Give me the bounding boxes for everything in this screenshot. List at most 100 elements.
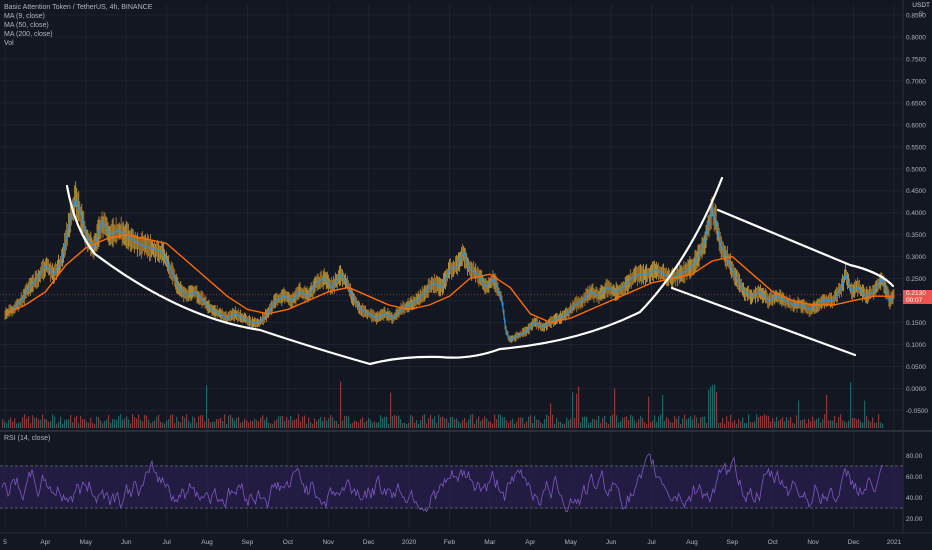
y-tick-label: 0.3500	[906, 232, 926, 239]
rsi-tick-label: 60.00	[906, 474, 923, 481]
volume-bar	[140, 420, 142, 428]
trend-drawing-left	[65, 184, 502, 366]
volume-bar	[852, 418, 854, 428]
volume-bar	[332, 417, 334, 428]
volume-bar	[656, 421, 658, 428]
volume-bar	[652, 420, 654, 428]
currency-label[interactable]: USDT	[912, 2, 930, 9]
volume-bar	[832, 420, 834, 428]
volume-bar	[660, 414, 662, 428]
volume-bar	[736, 423, 738, 428]
volume-bar	[738, 418, 740, 428]
volume-bar	[510, 420, 512, 428]
volume-bar	[100, 420, 102, 428]
volume-bar	[414, 422, 416, 428]
volume-bar	[554, 423, 556, 428]
volume-bar	[520, 417, 522, 428]
volume-bar	[252, 420, 254, 428]
volume-bar	[720, 422, 722, 428]
volume-bar	[868, 420, 870, 428]
volume-bar	[444, 418, 446, 428]
volume-bar	[382, 418, 384, 428]
volume-bar	[734, 420, 736, 428]
volume-bar	[418, 423, 420, 428]
volume-bar	[604, 415, 606, 428]
volume-bar	[654, 415, 656, 428]
volume-bar	[206, 385, 208, 428]
volume-bar	[330, 415, 332, 428]
volume-bar	[454, 418, 456, 428]
volume-bar	[392, 416, 394, 428]
volume-bar	[310, 422, 312, 428]
volume-bar	[20, 422, 22, 428]
volume-bar	[246, 420, 248, 428]
volume-bar	[722, 417, 724, 428]
volume-bar	[424, 414, 426, 428]
volume-bar	[862, 422, 864, 428]
ma50-line	[4, 233, 894, 324]
volume-bar	[250, 420, 252, 428]
volume-bar	[394, 414, 396, 428]
volume-bar	[498, 414, 500, 428]
x-tick-label: Jul	[647, 539, 656, 546]
volume-bar	[322, 420, 324, 428]
volume-bar	[666, 417, 668, 428]
volume-bar	[124, 418, 126, 428]
volume-bar	[408, 422, 410, 428]
volume-bar	[744, 422, 746, 428]
volume-bar	[192, 416, 194, 428]
volume-bar	[70, 415, 72, 428]
volume-bar	[96, 416, 98, 428]
volume-bar	[698, 423, 700, 428]
volume-bar	[22, 417, 24, 428]
volume-bar	[704, 416, 706, 428]
volume-bar	[346, 415, 348, 428]
volume-bar	[262, 415, 264, 428]
volume-bar	[162, 422, 164, 428]
volume-bar	[792, 422, 794, 428]
volume-bar	[770, 421, 772, 428]
volume-bar	[842, 420, 844, 428]
volume-bar	[586, 416, 588, 428]
volume-bar	[806, 423, 808, 428]
volume-bar	[374, 421, 376, 428]
volume-bar	[814, 420, 816, 428]
volume-bar	[420, 420, 422, 428]
volume-bar	[98, 416, 100, 428]
volume-bar	[776, 416, 778, 428]
volume-bar	[128, 419, 130, 428]
volume-bar	[638, 419, 640, 428]
x-tick-label: 5	[3, 539, 7, 546]
volume-bar	[86, 421, 88, 428]
volume-bar	[366, 420, 368, 428]
settings-icon[interactable]: ⚙	[917, 11, 924, 18]
volume-bar	[624, 417, 626, 428]
volume-bar	[258, 421, 260, 428]
x-tick-label: Oct	[283, 539, 293, 546]
volume-bar	[756, 414, 758, 428]
volume-bar	[14, 418, 16, 428]
trend-drawing-lower	[670, 286, 857, 357]
volume-bar	[110, 422, 112, 428]
volume-bar	[324, 416, 326, 428]
volume-bar	[442, 416, 444, 428]
volume-bar	[406, 423, 408, 428]
x-tick-label: Sep	[242, 539, 254, 546]
volume-bar	[706, 422, 708, 428]
volume-bar	[92, 422, 94, 428]
volume-bar	[356, 421, 358, 428]
volume-bar	[640, 415, 642, 428]
volume-bar	[542, 423, 544, 428]
volume-bar	[494, 414, 496, 428]
x-tick-label: Jul	[162, 539, 171, 546]
volume-bar	[472, 414, 474, 428]
volume-bar	[878, 414, 880, 428]
volume-bar	[508, 422, 510, 428]
volume-bar	[804, 418, 806, 428]
x-tick-label: Oct	[768, 539, 778, 546]
volume-bar	[314, 418, 316, 428]
volume-bar	[668, 418, 670, 428]
volume-bar	[222, 420, 224, 428]
